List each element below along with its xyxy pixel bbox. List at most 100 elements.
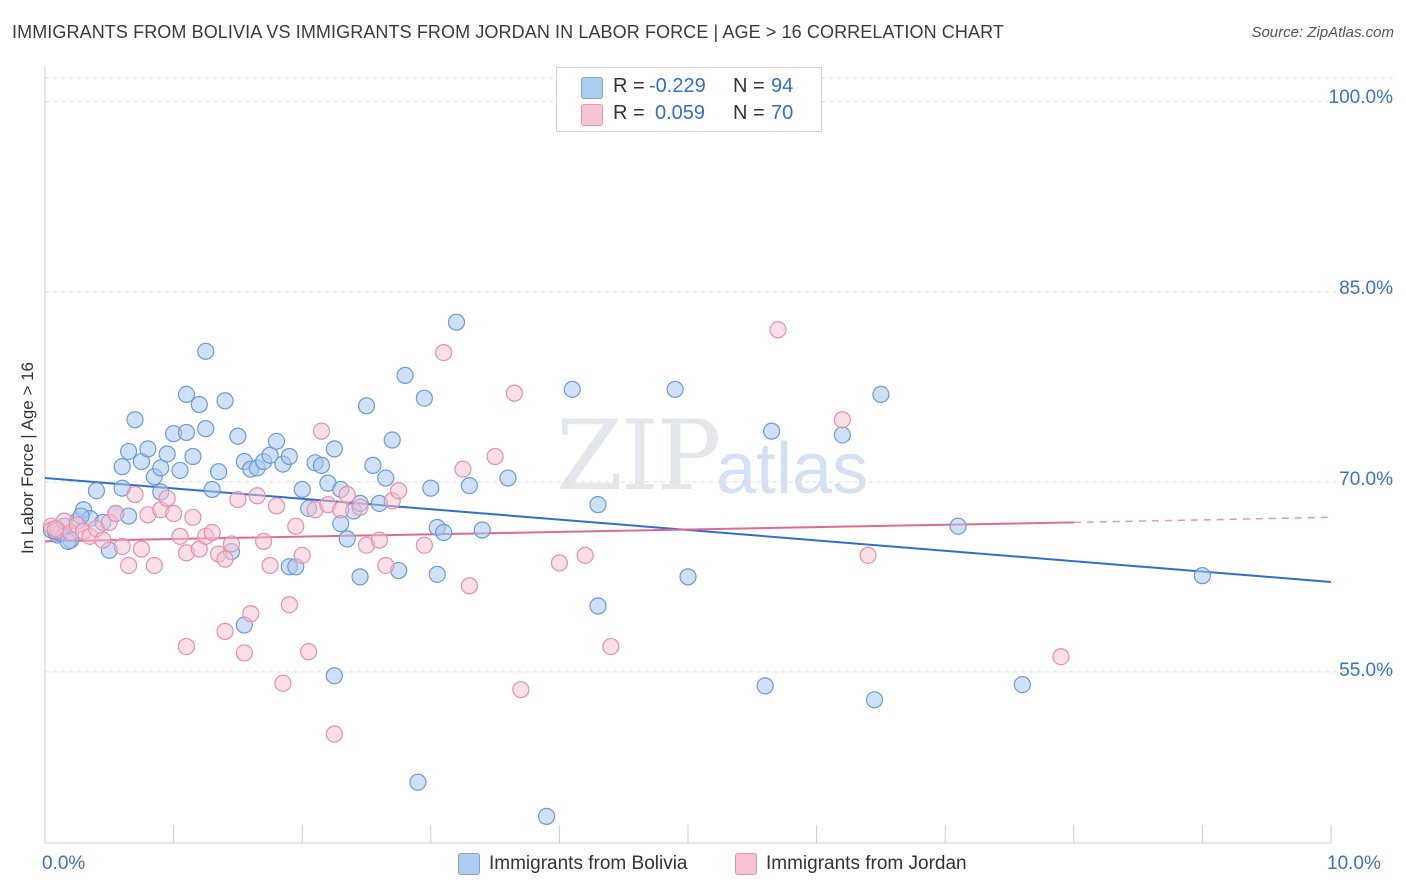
point-jordan <box>216 550 234 568</box>
n-label: N = <box>733 75 765 97</box>
point-jordan <box>769 321 787 339</box>
point-jordan <box>171 527 189 545</box>
point-jordan <box>255 532 273 551</box>
point-jordan <box>602 637 620 656</box>
legend-label: Immigrants from Jordan <box>766 853 967 874</box>
y-tick-label: 100.0% <box>1328 87 1393 108</box>
point-jordan <box>113 537 131 556</box>
point-bolivia <box>756 677 774 695</box>
point-bolivia <box>113 458 131 476</box>
point-jordan <box>300 643 318 661</box>
point-bolivia <box>1013 675 1031 694</box>
point-bolivia <box>312 456 331 474</box>
bolivia-swatch <box>458 853 480 875</box>
point-bolivia <box>325 440 343 458</box>
data-points <box>42 313 1212 825</box>
point-jordan <box>377 556 395 575</box>
point-bolivia <box>325 667 343 685</box>
point-jordan <box>390 482 408 500</box>
point-bolivia <box>435 523 453 542</box>
point-jordan <box>94 531 112 549</box>
trend-line-jordan-extension <box>1073 516 1332 524</box>
point-bolivia <box>499 469 517 487</box>
axes <box>44 66 1332 844</box>
x-tick-label: 10.0% <box>1327 853 1381 874</box>
jordan-swatch <box>735 853 757 875</box>
point-jordan <box>325 725 343 743</box>
r-label: R = <box>613 102 645 124</box>
gridlines <box>45 77 1395 673</box>
point-bolivia <box>197 420 215 438</box>
point-jordan <box>132 540 151 558</box>
point-jordan <box>203 523 221 542</box>
point-jordan <box>119 556 138 575</box>
point-bolivia <box>377 469 395 487</box>
chart-title: IMMIGRANTS FROM BOLIVIA VS IMMIGRANTS FR… <box>12 22 1004 42</box>
point-bolivia <box>267 432 286 450</box>
point-jordan <box>248 487 266 505</box>
point-bolivia <box>197 342 215 360</box>
point-bolivia <box>177 423 196 442</box>
point-bolivia <box>158 445 176 463</box>
point-jordan <box>312 422 331 440</box>
point-bolivia <box>126 411 144 429</box>
point-bolivia <box>409 773 427 791</box>
point-jordan <box>435 343 453 362</box>
point-jordan <box>293 546 311 564</box>
point-jordan <box>415 536 433 554</box>
point-bolivia <box>447 313 466 331</box>
point-jordan <box>46 520 64 538</box>
point-bolivia <box>357 397 376 415</box>
point-bolivia <box>865 691 884 709</box>
point-jordan <box>222 535 241 553</box>
point-jordan <box>158 489 176 507</box>
point-jordan <box>859 546 877 564</box>
point-bolivia <box>473 521 491 539</box>
point-jordan <box>107 504 125 523</box>
point-jordan <box>460 577 478 595</box>
point-bolivia <box>1193 567 1212 585</box>
point-bolivia <box>171 461 189 480</box>
point-jordan <box>486 447 504 466</box>
point-bolivia <box>229 427 247 445</box>
x-tick-label: 0.0% <box>42 853 86 874</box>
point-bolivia <box>422 479 440 497</box>
point-jordan <box>267 497 286 515</box>
y-axis-label: In Labor Force | Age > 16 <box>18 361 37 555</box>
point-jordan <box>274 674 292 692</box>
point-bolivia <box>152 459 170 477</box>
point-bolivia <box>679 568 697 586</box>
point-jordan <box>235 644 253 662</box>
point-bolivia <box>666 380 684 398</box>
point-jordan <box>229 490 247 509</box>
r-value: -0.229 <box>649 75 706 97</box>
point-jordan <box>512 681 530 699</box>
point-bolivia <box>949 517 967 535</box>
point-jordan <box>576 546 594 564</box>
r-label: R = <box>613 75 645 97</box>
point-bolivia <box>293 480 311 499</box>
point-bolivia <box>338 530 356 548</box>
jordan-swatch <box>581 104 603 126</box>
n-value: 94 <box>771 75 794 97</box>
point-bolivia <box>203 480 221 499</box>
point-bolivia <box>460 477 478 495</box>
point-jordan <box>145 556 163 575</box>
point-bolivia <box>261 446 279 464</box>
legend-label: Immigrants from Bolivia <box>489 853 688 874</box>
point-bolivia <box>428 565 446 583</box>
point-jordan <box>216 622 234 640</box>
point-jordan <box>454 460 472 478</box>
point-bolivia <box>210 463 228 481</box>
point-bolivia <box>351 568 369 586</box>
point-bolivia <box>833 426 851 444</box>
point-bolivia <box>563 380 581 398</box>
n-label: N = <box>733 102 765 124</box>
point-bolivia <box>87 482 106 500</box>
point-bolivia <box>139 440 157 458</box>
point-bolivia <box>762 422 781 440</box>
y-tick-label: 85.0% <box>1339 278 1393 299</box>
point-bolivia <box>589 496 607 514</box>
point-bolivia <box>184 447 202 466</box>
correlation-legend: R = -0.229 N = 94 R = 0.059 N = 70 <box>556 67 822 132</box>
